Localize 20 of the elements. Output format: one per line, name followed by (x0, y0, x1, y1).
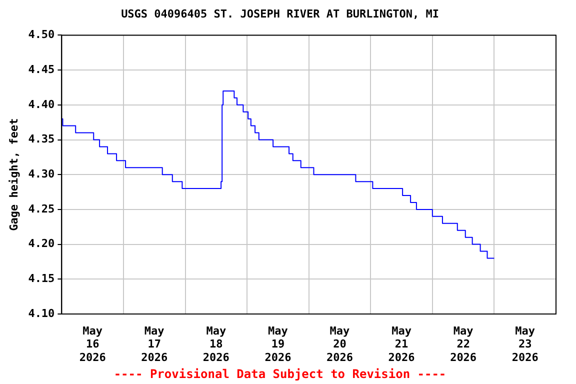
x-tick-label: May 21 2026 (388, 324, 416, 364)
x-tick-label: May 22 2026 (450, 324, 477, 364)
chart-title: USGS 04096405 ST. JOSEPH RIVER AT BURLINGTON, MI (121, 7, 439, 20)
y-tick-label: 4.50 (28, 28, 55, 42)
x-tick-label: May 16 2026 (79, 324, 106, 364)
y-tick-label: 4.25 (28, 202, 55, 216)
x-tick-label: May 18 2026 (202, 324, 230, 364)
x-tick-label: May 17 2026 (141, 324, 168, 364)
y-tick-label: 4.40 (28, 98, 55, 111)
y-tick-label: 4.15 (28, 272, 55, 286)
y-tick-label: 4.10 (28, 306, 55, 320)
x-tick-label: May 19 2026 (264, 324, 292, 364)
y-tick-label: 4.35 (28, 132, 55, 146)
y-axis-title: Gage height, feet (7, 118, 20, 231)
x-tick-label: May 20 2026 (326, 324, 354, 364)
text: ---- Provisional Data Subject to Revision ---- (114, 366, 446, 381)
y-tick-label: 4.45 (28, 62, 55, 76)
x-tick-label: May 23 2026 (512, 324, 539, 364)
y-tick-label: 4.20 (28, 237, 55, 250)
y-tick-label: 4.30 (28, 167, 55, 180)
